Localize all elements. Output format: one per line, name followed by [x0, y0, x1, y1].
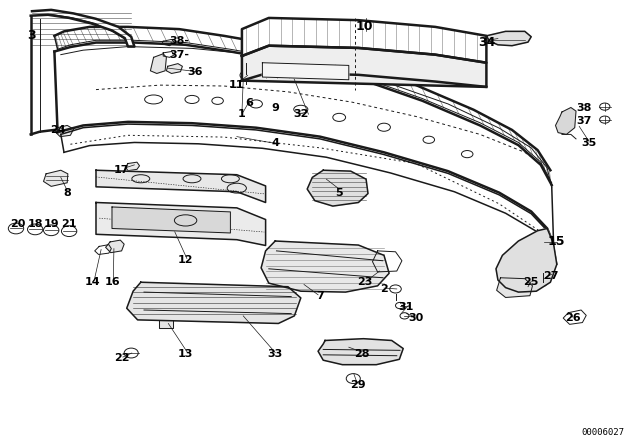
Text: 35: 35	[581, 138, 596, 148]
Polygon shape	[55, 125, 74, 137]
Polygon shape	[44, 170, 68, 186]
Polygon shape	[127, 282, 301, 323]
Text: 29: 29	[351, 380, 366, 390]
Text: 38-: 38-	[169, 36, 189, 46]
Text: 30: 30	[408, 313, 424, 323]
Polygon shape	[106, 240, 124, 253]
Text: 34: 34	[477, 36, 495, 49]
Text: 9: 9	[271, 103, 279, 112]
Text: 7: 7	[316, 291, 324, 301]
Text: 31: 31	[399, 302, 414, 312]
Text: 32: 32	[293, 109, 308, 119]
Text: 26: 26	[565, 313, 580, 323]
Text: 2: 2	[380, 284, 388, 294]
Polygon shape	[159, 320, 173, 328]
Polygon shape	[242, 46, 486, 87]
Text: 12: 12	[178, 255, 193, 265]
Text: 5: 5	[335, 188, 343, 198]
Text: 37-: 37-	[169, 50, 189, 60]
Polygon shape	[96, 202, 266, 246]
Text: 14: 14	[85, 277, 100, 287]
Polygon shape	[31, 10, 134, 47]
Text: 22: 22	[114, 353, 129, 363]
Text: 8: 8	[63, 188, 71, 198]
Polygon shape	[556, 108, 576, 134]
Polygon shape	[307, 170, 368, 206]
Polygon shape	[166, 64, 182, 73]
Polygon shape	[486, 31, 531, 46]
Polygon shape	[150, 54, 166, 73]
Text: 10: 10	[356, 20, 374, 34]
Text: 17: 17	[114, 165, 129, 175]
Polygon shape	[496, 228, 557, 292]
Text: 25: 25	[524, 277, 539, 287]
Text: 21: 21	[61, 219, 76, 229]
Text: 33: 33	[268, 349, 283, 359]
Text: 16: 16	[104, 277, 120, 287]
Text: 27: 27	[543, 271, 558, 280]
Text: 19: 19	[44, 219, 59, 229]
Text: 11: 11	[229, 80, 244, 90]
Polygon shape	[318, 339, 403, 365]
Text: 1: 1	[238, 109, 246, 119]
Polygon shape	[261, 241, 389, 292]
Text: 24: 24	[50, 125, 65, 135]
Text: 38: 38	[577, 103, 592, 112]
Text: 37: 37	[577, 116, 592, 126]
Text: 36: 36	[188, 67, 203, 77]
Polygon shape	[112, 207, 230, 233]
Polygon shape	[96, 170, 266, 202]
Text: 3: 3	[28, 29, 36, 43]
Polygon shape	[242, 18, 486, 63]
Text: 23: 23	[357, 277, 372, 287]
Polygon shape	[125, 162, 140, 171]
Text: 13: 13	[178, 349, 193, 359]
Polygon shape	[497, 278, 532, 297]
Text: 15: 15	[548, 235, 566, 249]
Text: 6: 6	[246, 98, 253, 108]
Text: 18: 18	[28, 219, 43, 229]
Polygon shape	[262, 63, 349, 80]
Text: 00006027: 00006027	[581, 428, 624, 437]
Text: 20: 20	[10, 219, 26, 229]
Text: 28: 28	[354, 349, 369, 359]
Text: 4: 4	[271, 138, 279, 148]
